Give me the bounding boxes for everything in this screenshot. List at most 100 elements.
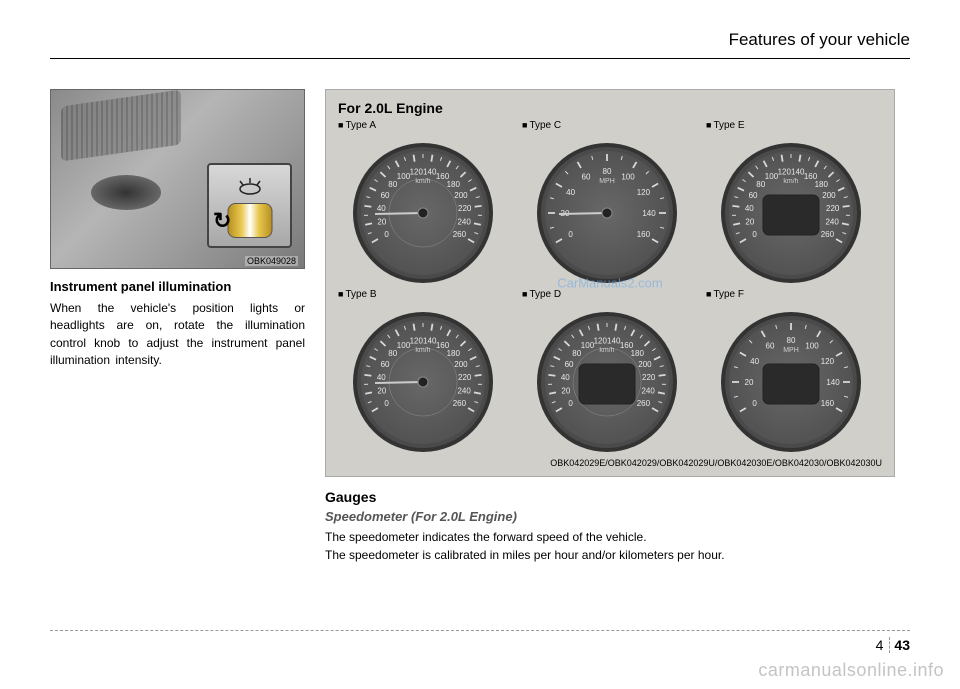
gauge-codes: OBK042029E/OBK042029/OBK042029U/OBK04203… <box>338 458 882 468</box>
svg-text:240: 240 <box>825 217 839 226</box>
svg-text:180: 180 <box>631 349 645 358</box>
gauge-type-label: Type E <box>706 120 882 131</box>
svg-text:240: 240 <box>457 217 471 226</box>
svg-text:160: 160 <box>821 399 835 408</box>
gauge-cell: Type A0204060801001201401601802002202402… <box>338 120 514 283</box>
svg-text:40: 40 <box>561 373 570 382</box>
svg-text:MPH: MPH <box>783 347 799 354</box>
gauge-panel-title: For 2.0L Engine <box>338 100 882 116</box>
svg-text:220: 220 <box>458 204 472 213</box>
gauge-type-label: Type D <box>522 289 698 300</box>
svg-text:260: 260 <box>637 399 651 408</box>
svg-text:0: 0 <box>568 230 573 239</box>
svg-text:100: 100 <box>621 173 635 182</box>
speedometer-gauge: 020406080100120140160180200220240260km/h <box>522 302 692 452</box>
svg-text:200: 200 <box>638 360 652 369</box>
svg-text:80: 80 <box>756 180 765 189</box>
svg-text:40: 40 <box>377 204 386 213</box>
svg-text:0: 0 <box>568 399 573 408</box>
svg-text:200: 200 <box>454 191 468 200</box>
svg-text:260: 260 <box>453 230 467 239</box>
speedometer-gauge: 020406080100120140160180200220240260km/h <box>338 133 508 283</box>
svg-text:20: 20 <box>745 217 754 226</box>
svg-text:60: 60 <box>565 360 574 369</box>
speedometer-gauge: 020406080100120140160180200220240260km/h <box>338 302 508 452</box>
gauge-type-label: Type A <box>338 120 514 131</box>
svg-text:0: 0 <box>384 399 389 408</box>
illumination-photo: ↻ OBK049028 <box>50 89 305 269</box>
site-watermark: carmanualsonline.info <box>758 660 944 681</box>
speedometer-gauge: 020406080100120140160180200220240260km/h <box>706 133 876 283</box>
svg-text:60: 60 <box>749 191 758 200</box>
svg-text:km/h: km/h <box>599 347 614 354</box>
svg-text:240: 240 <box>457 386 471 395</box>
speedometer-gauge: 020406080100120140160MPH <box>522 133 692 283</box>
illumination-body: When the vehicle's position lights or he… <box>50 300 305 370</box>
gauges-line2: The speedometer is calibrated in miles p… <box>325 546 910 564</box>
svg-text:120: 120 <box>410 168 424 177</box>
svg-text:60: 60 <box>766 342 775 351</box>
svg-text:180: 180 <box>447 180 461 189</box>
svg-text:260: 260 <box>453 399 467 408</box>
svg-text:0: 0 <box>752 230 757 239</box>
gauge-type-label: Type C <box>522 120 698 131</box>
svg-text:180: 180 <box>815 180 829 189</box>
svg-text:20: 20 <box>745 378 754 387</box>
svg-text:200: 200 <box>454 360 468 369</box>
svg-text:100: 100 <box>805 342 819 351</box>
svg-text:80: 80 <box>388 349 397 358</box>
speedometer-gauge: 0 20 40 60 80 100120 140 160 MPH <box>706 302 876 452</box>
svg-text:km/h: km/h <box>415 178 430 185</box>
photo-code: OBK049028 <box>245 256 298 266</box>
gauge-cell: Type B0204060801001201401601802002202402… <box>338 289 514 452</box>
svg-text:20: 20 <box>377 217 386 226</box>
gauge-type-label: Type B <box>338 289 514 300</box>
svg-text:km/h: km/h <box>783 178 798 185</box>
svg-text:140: 140 <box>642 209 656 218</box>
svg-text:120: 120 <box>778 168 792 177</box>
svg-text:120: 120 <box>637 188 651 197</box>
svg-text:40: 40 <box>745 204 754 213</box>
svg-text:240: 240 <box>641 386 655 395</box>
svg-text:80: 80 <box>388 180 397 189</box>
svg-text:120: 120 <box>410 337 424 346</box>
svg-text:260: 260 <box>821 230 835 239</box>
svg-text:MPH: MPH <box>599 178 615 185</box>
gauge-cell: Type F 0 20 40 60 80 100120 140 160 MPH <box>706 289 882 452</box>
illumination-knob-inset: ↻ <box>207 163 292 248</box>
gauges-subheading: Speedometer (For 2.0L Engine) <box>325 509 910 524</box>
svg-text:120: 120 <box>594 337 608 346</box>
svg-text:180: 180 <box>447 349 461 358</box>
svg-text:40: 40 <box>377 373 386 382</box>
svg-text:40: 40 <box>566 188 575 197</box>
svg-text:0: 0 <box>384 230 389 239</box>
illumination-heading: Instrument panel illumination <box>50 279 305 294</box>
gauge-cell: Type C020406080100120140160MPH <box>522 120 698 283</box>
svg-text:80: 80 <box>787 336 796 345</box>
gauge-type-label: Type F <box>706 289 882 300</box>
gauge-cell: Type E0204060801001201401601802002202402… <box>706 120 882 283</box>
gauge-panel: For 2.0L Engine Type A020406080100120140… <box>325 89 895 477</box>
svg-text:60: 60 <box>582 173 591 182</box>
svg-text:km/h: km/h <box>415 347 430 354</box>
gauge-cell: Type D0204060801001201401601802002202402… <box>522 289 698 452</box>
footer-divider <box>50 630 910 631</box>
svg-text:80: 80 <box>572 349 581 358</box>
gauges-heading: Gauges <box>325 489 910 505</box>
svg-text:60: 60 <box>381 191 390 200</box>
page-number: 443 <box>876 637 910 653</box>
svg-text:140: 140 <box>826 378 840 387</box>
svg-text:0: 0 <box>752 399 757 408</box>
svg-text:80: 80 <box>603 167 612 176</box>
svg-text:220: 220 <box>826 204 840 213</box>
svg-text:200: 200 <box>822 191 836 200</box>
svg-text:220: 220 <box>642 373 656 382</box>
svg-text:160: 160 <box>637 230 651 239</box>
svg-text:120: 120 <box>821 357 835 366</box>
svg-text:40: 40 <box>750 357 759 366</box>
svg-text:220: 220 <box>458 373 472 382</box>
chapter-header: Features of your vehicle <box>50 30 910 59</box>
svg-text:20: 20 <box>377 386 386 395</box>
svg-text:20: 20 <box>561 386 570 395</box>
gauges-line1: The speedometer indicates the forward sp… <box>325 528 910 546</box>
